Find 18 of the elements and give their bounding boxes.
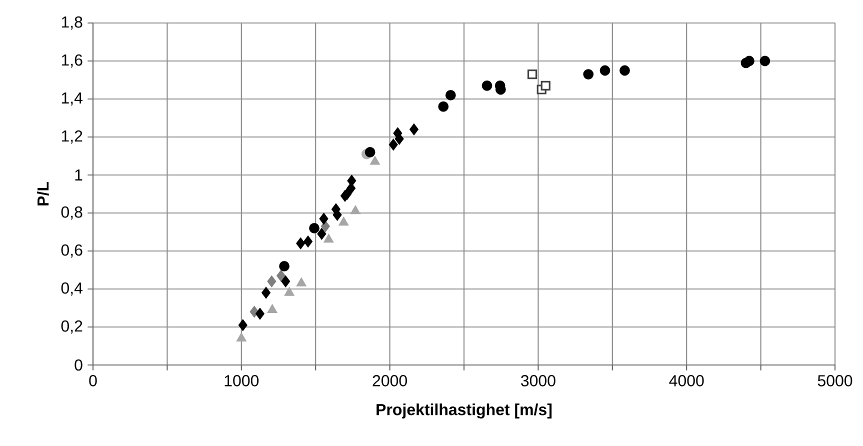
x-tick-label: 4000	[669, 375, 704, 386]
x-axis-title: Projektilhastighet [m/s]	[376, 404, 552, 419]
y-tick-label: 0,2	[61, 320, 82, 334]
x-tick-label: 3000	[521, 375, 556, 386]
x-tick-label: 5000	[818, 375, 852, 386]
y-tick-label: 1,6	[62, 54, 82, 68]
y-tick-label: 0	[74, 359, 82, 371]
x-tick-label: 2000	[372, 375, 407, 386]
y-axis-title: P/L	[36, 182, 49, 206]
x-tick-label: 1000	[224, 375, 259, 386]
y-tick-label: 0,4	[61, 282, 82, 296]
y-tick-label: 0,6	[61, 244, 82, 258]
x-tick-label: 0	[89, 375, 97, 386]
y-tick-label: 1,4	[62, 92, 82, 106]
y-tick-label: 1,2	[62, 130, 82, 144]
y-tick-label: 1	[75, 170, 82, 181]
y-tick-label: 1,8	[62, 16, 82, 30]
y-tick-label: 0,8	[61, 206, 82, 220]
